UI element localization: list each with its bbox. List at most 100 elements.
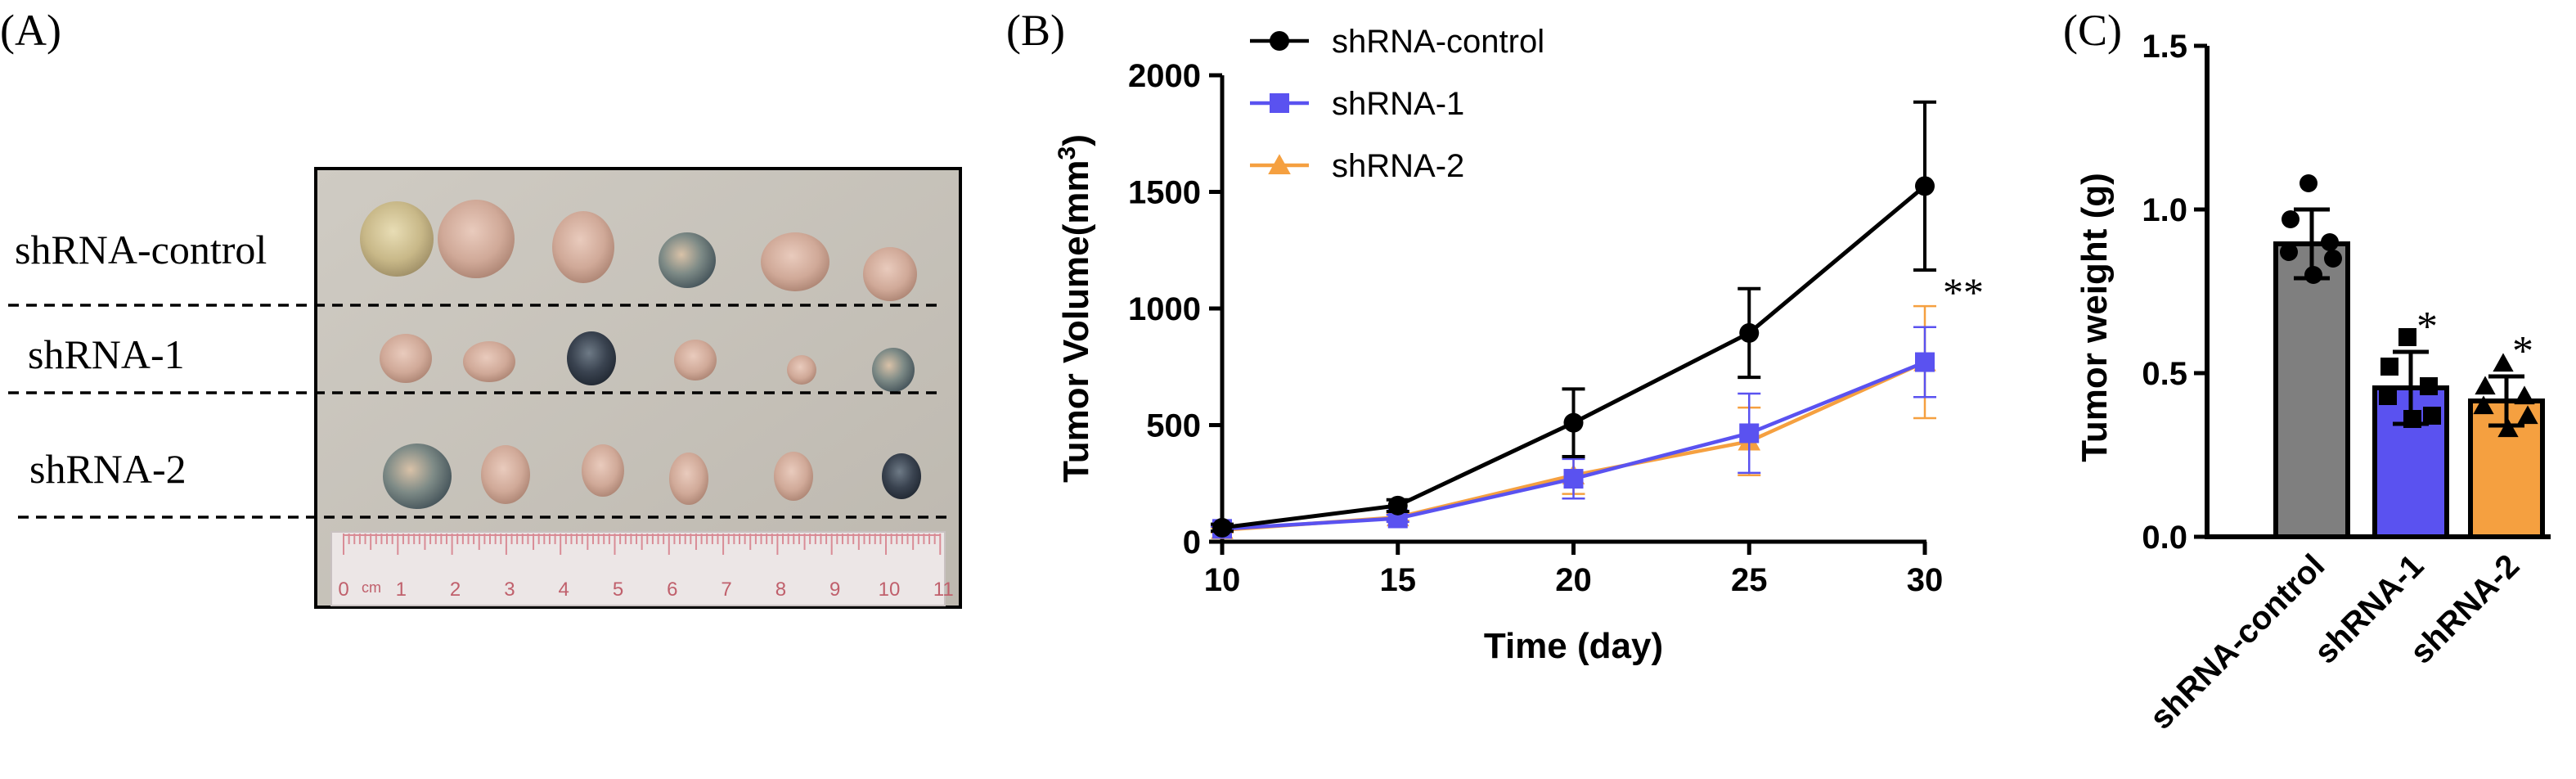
ruler-number: 0 bbox=[338, 579, 348, 601]
data-point bbox=[2282, 210, 2300, 228]
data-point bbox=[2514, 385, 2535, 405]
data-point bbox=[2304, 266, 2322, 284]
x-tick-label: 20 bbox=[1555, 562, 1592, 598]
row-label-shrna-2: shRNA-2 bbox=[29, 446, 187, 492]
bar-chart: shRNA-control*shRNA-1*shRNA-20.00.51.01.… bbox=[2075, 29, 2551, 736]
data-point bbox=[2497, 418, 2519, 438]
legend: shRNA-control shRNA-1 shRNA-2 bbox=[1250, 24, 1544, 184]
data-point bbox=[2403, 410, 2421, 428]
y-axis-title-close: ) bbox=[1056, 134, 1096, 146]
data-point bbox=[2300, 174, 2318, 192]
tumor-sample bbox=[659, 232, 716, 288]
tumor-row-control bbox=[360, 200, 917, 301]
y-tick-label: 1.0 bbox=[2142, 192, 2187, 228]
ruler: 0 1 2 3 4 5 6 7 8 9 10 11 cm bbox=[330, 531, 954, 606]
significance-annotation: ** bbox=[1943, 269, 1984, 315]
y-tick-label: 2000 bbox=[1128, 58, 1201, 94]
legend-item: shRNA-2 bbox=[1250, 148, 1464, 184]
row-label-control: shRNA-control bbox=[15, 227, 267, 272]
tumor-sample bbox=[761, 232, 829, 291]
data-point bbox=[2324, 250, 2342, 268]
data-point bbox=[1212, 517, 1232, 538]
ruler-number: 1 bbox=[396, 579, 407, 601]
y-tick-label: 1500 bbox=[1128, 175, 1201, 211]
tumor-sample bbox=[582, 444, 624, 497]
legend-item: shRNA-control bbox=[1250, 24, 1544, 60]
tumor-sample bbox=[882, 453, 921, 499]
data-point bbox=[2473, 395, 2494, 415]
tumor-sample bbox=[774, 452, 813, 501]
tumor-sample bbox=[481, 445, 530, 504]
data-point bbox=[1915, 176, 1935, 196]
tumor-sample bbox=[360, 201, 434, 277]
data-point bbox=[1739, 423, 1760, 444]
tumor-row-shrna-1 bbox=[380, 331, 915, 392]
data-point bbox=[1739, 322, 1760, 343]
tumor-sample bbox=[438, 200, 515, 278]
panel-label-a: (A) bbox=[0, 6, 61, 55]
panel-label-c: (C) bbox=[2063, 6, 2122, 55]
tumor-sample bbox=[787, 355, 816, 385]
significance-marker: * bbox=[2416, 304, 2438, 350]
data-point bbox=[2423, 407, 2441, 425]
tumor-photo: 0 1 2 3 4 5 6 7 8 9 10 11 cm bbox=[314, 167, 962, 609]
legend-item: shRNA-1 bbox=[1250, 86, 1464, 122]
bar bbox=[2273, 241, 2350, 539]
panel-label-b: (B) bbox=[1006, 6, 1065, 55]
legend-label: shRNA-1 bbox=[1332, 86, 1464, 122]
ruler-number: 6 bbox=[667, 579, 677, 601]
tumor-sample bbox=[872, 348, 915, 392]
y-tick-label: 0 bbox=[1183, 525, 1201, 561]
y-axis-title-text: Tumor Volume(mm bbox=[1056, 160, 1096, 482]
ruler-number: 2 bbox=[450, 579, 461, 601]
tumor-sample bbox=[863, 247, 917, 301]
data-point bbox=[2420, 377, 2438, 395]
data-point bbox=[1915, 352, 1935, 372]
data-point bbox=[1563, 469, 1584, 489]
tumor-sample bbox=[669, 453, 708, 505]
ruler-number: 3 bbox=[504, 579, 515, 601]
data-point bbox=[2280, 243, 2298, 261]
significance-marker: * bbox=[2512, 328, 2533, 375]
x-tick-label: 15 bbox=[1380, 562, 1417, 598]
ruler-number: 8 bbox=[775, 579, 786, 601]
y-tick-label: 0.0 bbox=[2142, 520, 2187, 556]
y-tick-label: 500 bbox=[1146, 408, 1201, 444]
legend-marker bbox=[1270, 93, 1289, 113]
ruler-number: 9 bbox=[829, 579, 840, 601]
ruler-number: 4 bbox=[559, 579, 569, 601]
ruler-number: 5 bbox=[613, 579, 623, 601]
data-point bbox=[2321, 233, 2339, 251]
y-tick-label: 0.5 bbox=[2142, 356, 2187, 392]
tumor-sample bbox=[383, 444, 452, 509]
ruler-number: 11 bbox=[933, 579, 954, 601]
data-point bbox=[2475, 376, 2496, 395]
x-axis-title: Time (day) bbox=[1484, 626, 1663, 666]
data-point bbox=[1387, 495, 1408, 516]
legend-label: shRNA-control bbox=[1332, 24, 1544, 60]
data-point bbox=[2380, 358, 2398, 376]
y-axis-title-superscript: 3 bbox=[1054, 146, 1081, 160]
tumor-sample bbox=[674, 340, 717, 380]
tumor-sample bbox=[380, 334, 432, 383]
tumor-row-shrna-2 bbox=[383, 444, 921, 509]
tumor-sample bbox=[567, 331, 616, 385]
x-tick-label: 25 bbox=[1731, 562, 1768, 598]
ruler-number: 7 bbox=[721, 579, 731, 601]
line-chart: 0 500 1000 1500 2000 10 15 20 25 30 Time (day) Tumo… bbox=[1054, 24, 1985, 666]
data-point bbox=[2493, 353, 2514, 372]
data-point bbox=[2517, 405, 2538, 425]
y-axis-title: Tumor Volume(mm3) bbox=[1054, 134, 1097, 483]
legend-marker bbox=[1268, 154, 1291, 175]
y-tick-label: 1000 bbox=[1128, 291, 1201, 327]
x-tick-label: 30 bbox=[1907, 562, 1944, 598]
data-point bbox=[2379, 387, 2397, 405]
category-label: shRNA-control bbox=[2143, 547, 2332, 736]
tumor-sample bbox=[463, 341, 515, 382]
y-axis-title: Tumor weight (g) bbox=[2075, 173, 2115, 462]
data-point bbox=[1563, 412, 1584, 433]
ruler-number: 10 bbox=[879, 579, 901, 601]
tumor-sample bbox=[552, 211, 614, 283]
data-point bbox=[2398, 328, 2416, 346]
